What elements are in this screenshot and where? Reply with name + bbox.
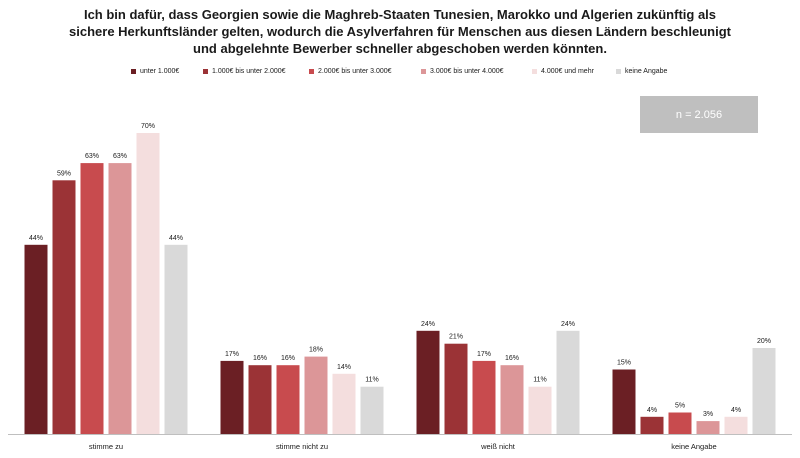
bar-value-label: 14%: [337, 364, 351, 371]
legend-label: 4.000€ und mehr: [541, 68, 594, 75]
chart-title-line-2: sichere Herkunftsländer gelten, wodurch …: [69, 24, 731, 39]
chart-title-line-3: und abgelehnte Bewerber schneller abgesc…: [193, 41, 607, 56]
legend-swatch: [616, 69, 621, 74]
bars-layer: 44% 59% 63% 63% 70% 44% 17% 16% 16% 18% 14% 11% 24% 2…: [24, 123, 776, 434]
bar: [556, 330, 580, 434]
bar-value-label: 17%: [477, 351, 491, 358]
bar: [304, 356, 328, 434]
bar-value-label: 21%: [449, 334, 463, 341]
category-label: weiß nicht: [480, 442, 516, 451]
bar: [528, 386, 552, 434]
bar: [136, 133, 160, 434]
bar: [220, 360, 244, 434]
bar: [752, 348, 776, 434]
bar-value-label: 20%: [757, 338, 771, 345]
bar-value-label: 11%: [365, 377, 379, 384]
bar: [416, 330, 440, 434]
bar-value-label: 63%: [113, 153, 127, 160]
bar: [724, 416, 748, 434]
legend-item-1000-2000: 1.000€ bis unter 2.000€: [203, 68, 286, 75]
bar: [248, 365, 272, 434]
bar-value-label: 16%: [281, 355, 295, 362]
sample-size-box: n = 2.056: [640, 96, 758, 133]
bar-value-label: 5%: [675, 403, 685, 410]
bar-value-label: 17%: [225, 351, 239, 358]
bar: [24, 244, 48, 434]
bar: [444, 343, 468, 434]
legend-item-keine-angabe: keine Angabe: [616, 68, 667, 75]
bar-value-label: 4%: [647, 407, 657, 414]
legend-swatch: [532, 69, 537, 74]
bar: [696, 421, 720, 434]
chart-title: Ich bin dafür, dass Georgien sowie die M…: [40, 6, 760, 57]
bar-value-label: 16%: [253, 355, 267, 362]
bar-value-label: 24%: [421, 321, 435, 328]
bar: [500, 365, 524, 434]
bar-value-label: 70%: [141, 123, 155, 130]
legend-swatch: [203, 69, 208, 74]
legend-label: 3.000€ bis unter 4.000€: [430, 68, 504, 75]
bar: [108, 163, 132, 434]
bar: [640, 416, 664, 434]
bar: [332, 373, 356, 434]
bar-value-label: 4%: [731, 407, 741, 414]
bar-value-label: 18%: [309, 347, 323, 354]
bar-value-label: 3%: [703, 411, 713, 418]
category-label: stimme nicht zu: [276, 442, 328, 451]
bar-value-label: 44%: [169, 235, 183, 242]
category-label: keine Angabe: [671, 442, 716, 451]
sample-size-label: n = 2.056: [675, 108, 723, 121]
bar: [80, 163, 104, 434]
legend-swatch: [131, 69, 136, 74]
bar: [472, 360, 496, 434]
legend-item-3000-4000: 3.000€ bis unter 4.000€: [421, 68, 504, 75]
bar: [164, 244, 188, 434]
legend-label: unter 1.000€: [140, 68, 180, 75]
legend-item-2000-3000: 2.000€ bis unter 3.000€: [309, 68, 392, 75]
legend-item-4000-mehr: 4.000€ und mehr: [532, 68, 594, 75]
bar-value-label: 16%: [505, 355, 519, 362]
legend-swatch: [421, 69, 426, 74]
bar-value-label: 44%: [29, 235, 43, 242]
bar: [52, 180, 76, 434]
legend-item-unter-1000: unter 1.000€: [131, 68, 179, 75]
bar: [360, 386, 384, 434]
bar-value-label: 24%: [561, 321, 575, 328]
category-label: stimme zu: [89, 442, 123, 451]
legend-label: 1.000€ bis unter 2.000€: [212, 68, 286, 75]
chart-legend: unter 1.000€ 1.000€ bis unter 2.000€ 2.0…: [0, 68, 800, 80]
legend-label: keine Angabe: [625, 68, 668, 75]
legend-label: 2.000€ bis unter 3.000€: [318, 68, 392, 75]
bar-value-label: 15%: [617, 360, 631, 367]
bar-value-label: 11%: [533, 377, 547, 384]
legend-swatch: [309, 69, 314, 74]
bar: [276, 365, 300, 434]
category-labels: stimme zu stimme nicht zu weiß nicht keine …: [89, 442, 717, 451]
chart-title-line-1: Ich bin dafür, dass Georgien sowie die M…: [83, 7, 717, 22]
bar: [668, 412, 692, 434]
bar-value-label: 59%: [57, 170, 71, 177]
bar-value-label: 63%: [85, 153, 99, 160]
bar: [612, 369, 636, 434]
